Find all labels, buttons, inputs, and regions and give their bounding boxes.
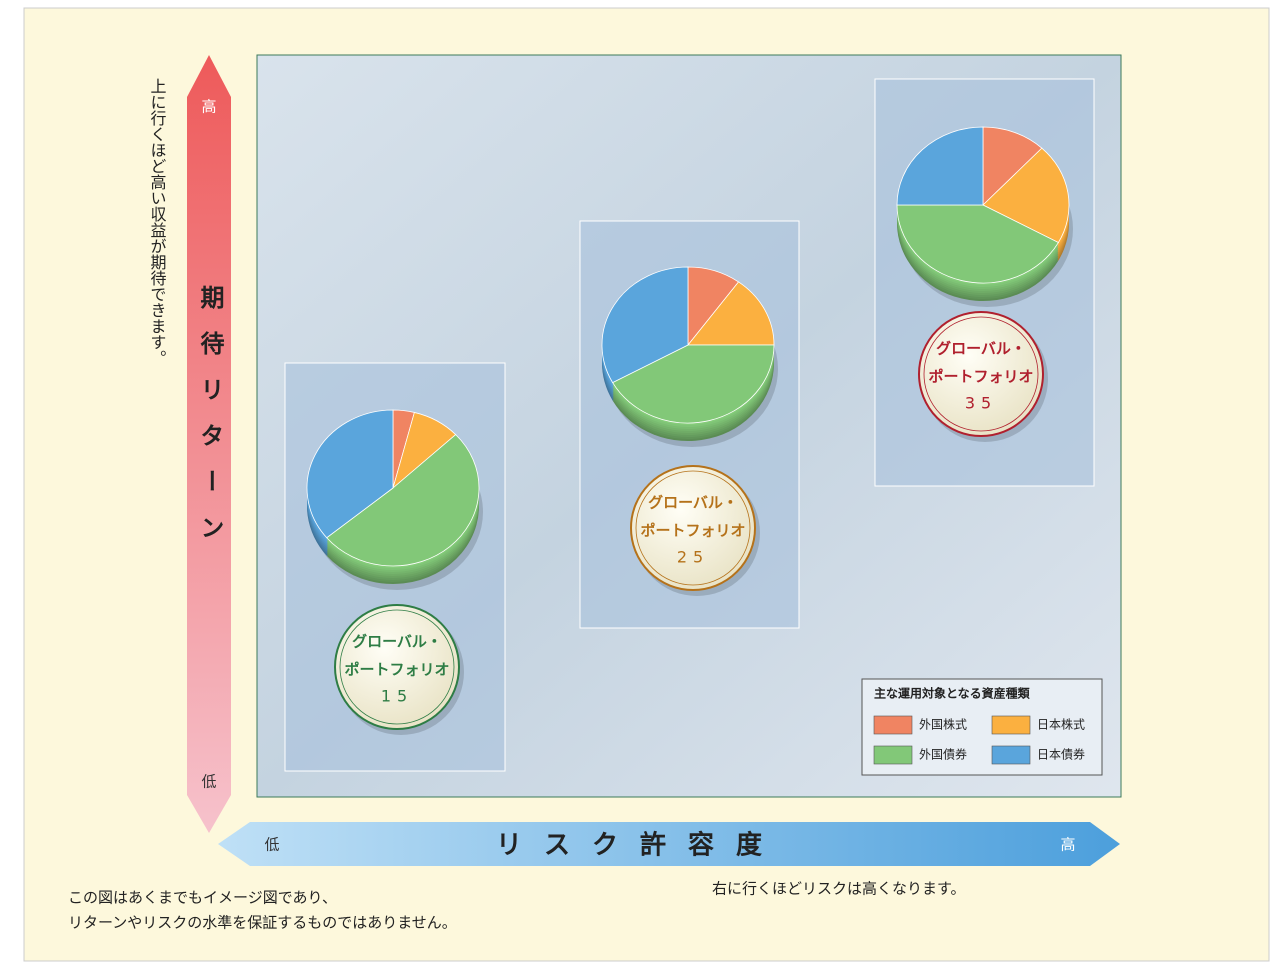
badge-number: 25 [677,548,709,567]
legend-label: 日本債券 [1037,747,1085,762]
badge-name: グローバル・ [936,340,1026,358]
y-low: 低 [201,773,216,791]
y-axis-title: 期待リターン [196,285,224,561]
y-high: 高 [201,98,216,116]
x-high: 高 [1060,836,1075,854]
x-low: 低 [264,836,279,854]
badge-name: グローバル・ [352,633,442,651]
badge-number: 35 [965,394,997,413]
legend-label: 外国株式 [919,717,967,732]
y-note: 上に行くほど高い収益が期待できます。 [148,78,167,366]
legend-swatch [992,716,1030,734]
x-axis-title: リスク許容度 [496,830,784,861]
legend-swatch [874,746,912,764]
chart: 高 低 期待リターン 上に行くほど高い収益が期待できます。 低 高 リスク許容度… [0,0,1278,964]
badge-name: グローバル・ [648,494,738,512]
legend-label: 日本株式 [1037,717,1085,732]
badge-name: ポートフォリオ [344,661,449,679]
page: 高 低 期待リターン 上に行くほど高い収益が期待できます。 低 高 リスク許容度… [0,0,1278,968]
disclaimer: リターンやリスクの水準を保証するものではありません。 [68,914,457,932]
x-note: 右に行くほどリスクは高くなります。 [712,880,966,898]
legend-swatch [874,716,912,734]
badge-name: ポートフォリオ [928,368,1033,386]
disclaimer: この図はあくまでもイメージ図であり、 [68,889,337,907]
legend-label: 外国債券 [919,747,967,762]
badge-name: ポートフォリオ [640,522,745,540]
legend-title: 主な運用対象となる資産種類 [874,686,1031,701]
legend-swatch [992,746,1030,764]
badge-number: 15 [381,687,413,706]
